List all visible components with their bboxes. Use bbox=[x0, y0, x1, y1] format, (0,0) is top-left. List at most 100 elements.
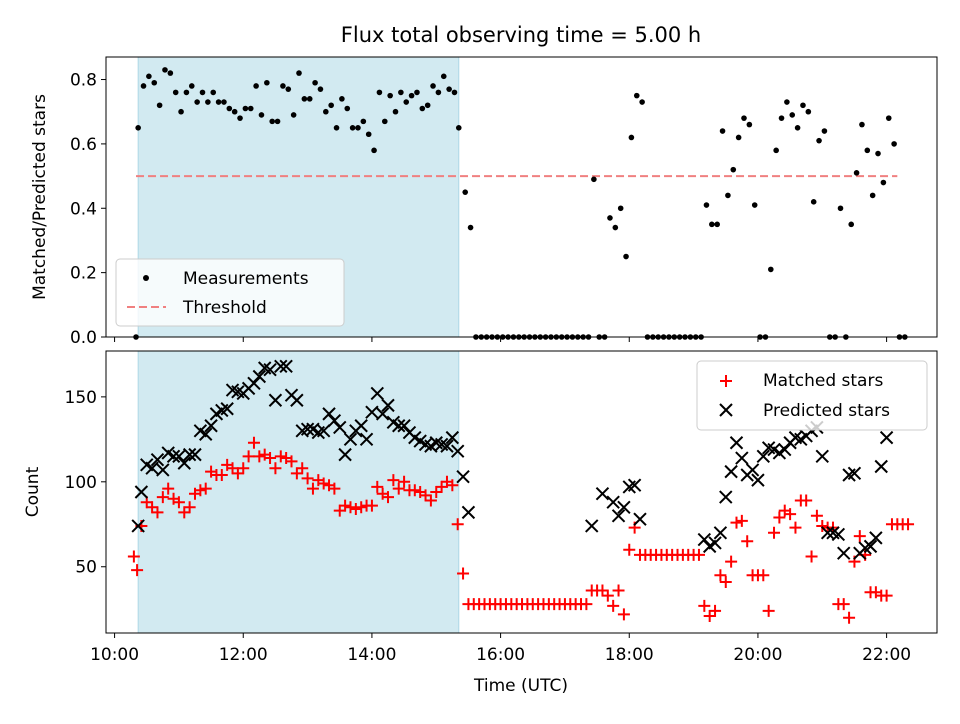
measurement-point bbox=[789, 112, 796, 118]
measurement-point bbox=[709, 221, 715, 228]
predicted-star-point bbox=[820, 526, 835, 540]
matched-star-point bbox=[709, 604, 722, 617]
top-legend: Measurements Threshold bbox=[115, 258, 345, 327]
predicted-star-point bbox=[735, 451, 749, 465]
bottom-predicted-points bbox=[131, 359, 894, 560]
bottom-shaded-span bbox=[137, 350, 460, 634]
top-y-axis-label: Matched/Predicted stars bbox=[30, 94, 50, 300]
predicted-star-point bbox=[751, 473, 765, 487]
matched-star-point bbox=[580, 598, 593, 611]
predicted-star-point bbox=[263, 362, 277, 377]
measurement-point bbox=[633, 92, 640, 99]
legend-matched-marker bbox=[720, 375, 732, 387]
predicted-star-point bbox=[359, 432, 374, 447]
measurement-point bbox=[178, 108, 184, 115]
y-tick-label: 0.2 bbox=[70, 264, 97, 284]
measurement-point bbox=[210, 89, 217, 96]
measurement-point bbox=[398, 89, 404, 96]
predicted-star-point bbox=[756, 449, 771, 464]
measurement-point bbox=[280, 83, 286, 89]
matched-star-point bbox=[601, 589, 614, 602]
matched-star-point bbox=[419, 489, 432, 502]
matched-star-point bbox=[725, 555, 738, 568]
matched-star-point bbox=[816, 519, 829, 532]
predicted-star-point bbox=[627, 478, 642, 492]
matched-star-point bbox=[127, 550, 140, 563]
top-panel: Flux total observing time = 5.00 h 0.00.… bbox=[30, 23, 938, 348]
measurement-point bbox=[301, 96, 308, 102]
measurement-point bbox=[859, 121, 865, 128]
measurement-point bbox=[591, 176, 597, 183]
measurement-point bbox=[328, 102, 334, 109]
matched-star-point bbox=[301, 472, 314, 485]
matched-star-point bbox=[264, 452, 277, 465]
predicted-star-point bbox=[633, 512, 647, 526]
matched-star-point bbox=[151, 506, 164, 519]
predicted-star-point bbox=[300, 422, 315, 436]
measurement-point bbox=[371, 147, 377, 154]
measurement-point bbox=[816, 137, 822, 144]
matched-star-point bbox=[172, 496, 185, 509]
matched-star-point bbox=[328, 482, 341, 495]
measurement-point bbox=[365, 131, 372, 138]
legend-threshold-label: Threshold bbox=[182, 298, 267, 318]
predicted-star-point bbox=[392, 419, 406, 433]
predicted-star-point bbox=[150, 453, 165, 467]
matched-star-point bbox=[269, 462, 282, 475]
measurement-point bbox=[612, 224, 619, 231]
predicted-star-point bbox=[729, 436, 744, 450]
predicted-star-point bbox=[156, 463, 170, 477]
predicted-star-point bbox=[708, 536, 722, 550]
matched-star-point bbox=[424, 494, 437, 507]
y-tick-label: 50 bbox=[75, 558, 97, 578]
matched-star-point bbox=[387, 474, 400, 487]
matched-star-point bbox=[344, 501, 357, 514]
predicted-star-point bbox=[719, 490, 733, 504]
measurement-point bbox=[360, 118, 367, 125]
measurement-point bbox=[333, 125, 340, 131]
matched-star-point bbox=[451, 518, 464, 531]
y-tick-label: 100 bbox=[65, 473, 97, 493]
measurement-point bbox=[424, 102, 431, 109]
legend-matched-label: Matched stars bbox=[763, 371, 883, 391]
matched-star-point bbox=[784, 508, 797, 521]
predicted-star-point bbox=[172, 449, 186, 464]
measurement-point bbox=[376, 89, 383, 96]
top-legend-box bbox=[115, 258, 345, 327]
predicted-star-point bbox=[815, 449, 829, 464]
matched-star-point bbox=[692, 548, 705, 561]
predicted-star-point bbox=[252, 369, 267, 384]
predicted-star-point bbox=[131, 519, 145, 533]
predicted-star-point bbox=[869, 531, 883, 545]
predicted-star-point bbox=[831, 527, 846, 542]
matched-star-point bbox=[446, 479, 459, 492]
measurement-point bbox=[778, 115, 785, 121]
x-tick-label: 10:00 bbox=[90, 645, 139, 665]
legend-measurements-label: Measurements bbox=[183, 269, 309, 289]
measurement-point bbox=[253, 83, 259, 89]
y-tick-label: 0.4 bbox=[70, 199, 97, 219]
matched-star-point bbox=[768, 526, 781, 539]
matched-star-point bbox=[156, 491, 169, 504]
measurement-point bbox=[821, 128, 828, 134]
measurement-point bbox=[339, 96, 345, 102]
measurement-point bbox=[172, 89, 179, 96]
top-axes-frame bbox=[105, 56, 938, 338]
predicted-star-point bbox=[445, 430, 460, 445]
measurement-point bbox=[725, 192, 731, 199]
measurement-point bbox=[221, 99, 227, 105]
matched-star-point bbox=[741, 535, 754, 548]
matched-star-point bbox=[843, 611, 856, 624]
predicted-star-point bbox=[713, 526, 728, 540]
observing-window-span bbox=[137, 350, 460, 634]
matched-star-point bbox=[902, 518, 915, 531]
matched-star-point bbox=[762, 604, 775, 617]
matched-star-point bbox=[810, 509, 823, 522]
bottom-axes-frame bbox=[105, 350, 938, 634]
predicted-star-point bbox=[611, 509, 626, 523]
predicted-star-point bbox=[268, 393, 283, 407]
matched-star-point bbox=[317, 477, 330, 490]
matched-star-point bbox=[242, 450, 255, 463]
matched-star-point bbox=[131, 564, 144, 577]
measurement-point bbox=[891, 141, 897, 147]
